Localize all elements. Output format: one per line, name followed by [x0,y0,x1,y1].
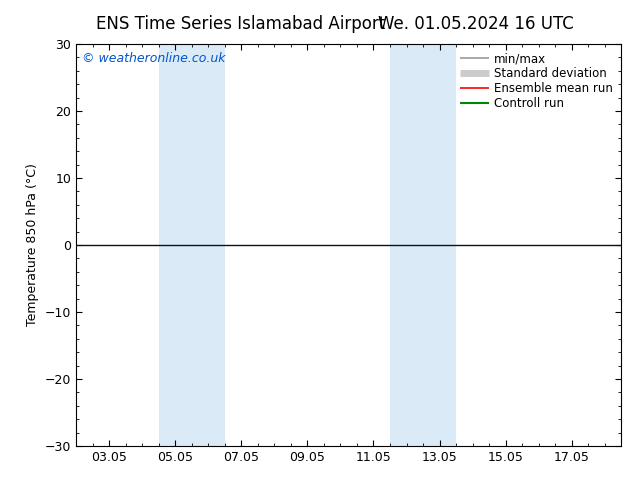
Text: © weatheronline.co.uk: © weatheronline.co.uk [82,52,225,65]
Legend: min/max, Standard deviation, Ensemble mean run, Controll run: min/max, Standard deviation, Ensemble me… [458,50,616,112]
Text: ENS Time Series Islamabad Airport: ENS Time Series Islamabad Airport [96,15,385,33]
Y-axis label: Temperature 850 hPa (°C): Temperature 850 hPa (°C) [26,164,39,326]
Text: We. 01.05.2024 16 UTC: We. 01.05.2024 16 UTC [378,15,573,33]
Bar [158,44,225,446]
Bar [390,44,456,446]
